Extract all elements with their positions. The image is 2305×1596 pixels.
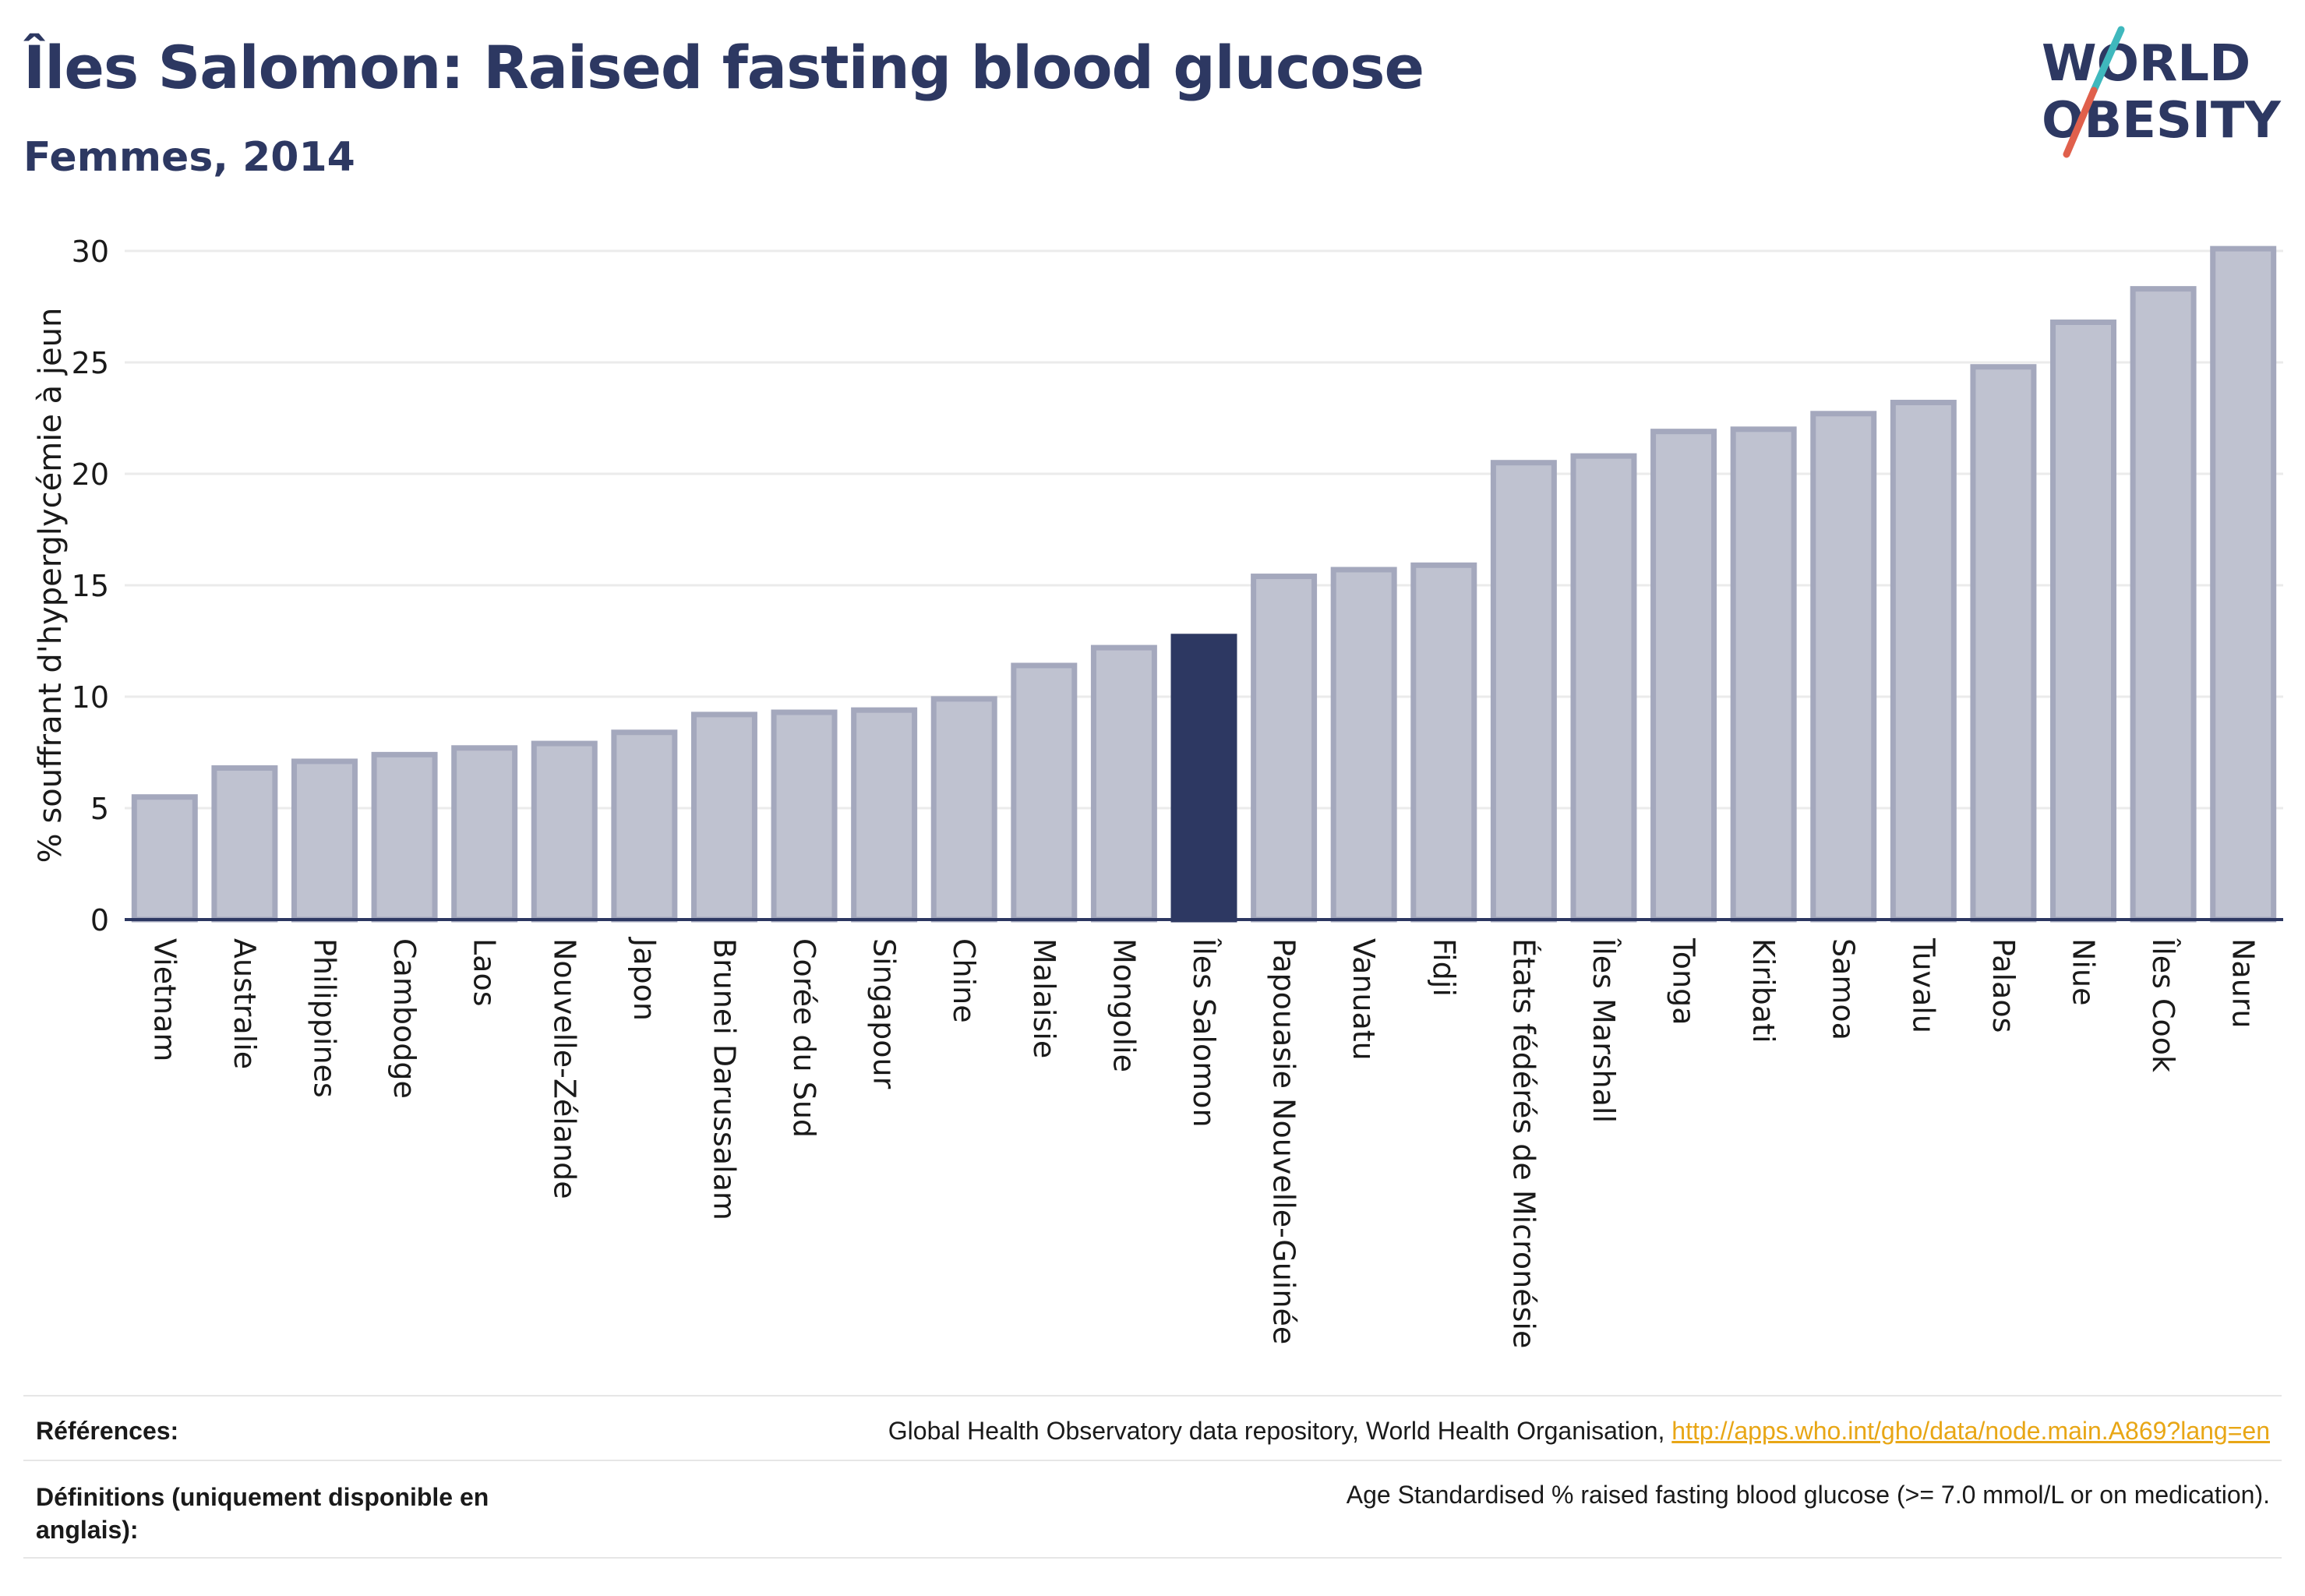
bar xyxy=(611,729,678,923)
x-tick-label: Laos xyxy=(468,938,502,1007)
bar xyxy=(771,709,838,923)
bar xyxy=(1650,429,1717,923)
references-text: Global Health Observatory data repositor… xyxy=(888,1417,2270,1446)
y-tick-label: 0 xyxy=(90,903,109,937)
bar xyxy=(291,758,358,923)
bar xyxy=(1970,364,2037,923)
x-tick-label: Palaos xyxy=(1986,938,2021,1033)
y-tick-label: 25 xyxy=(72,346,109,380)
bar xyxy=(531,740,598,923)
logo-slash-teal xyxy=(2090,26,2125,94)
logo-line-1: WORLD xyxy=(2042,35,2250,93)
x-tick-label: Singapour xyxy=(867,938,902,1089)
bar xyxy=(1090,644,1157,923)
bar-chart: 0 5 10 15 20 25 30 % souffrant d'hyperglycémie … xyxy=(33,235,2283,1348)
x-tick-label: Corée du Sud xyxy=(787,938,821,1138)
x-tick-label: Chine xyxy=(947,938,981,1023)
definitions-text: Age Standardised % raised fasting blood … xyxy=(1346,1481,2270,1509)
logo-slash-red xyxy=(2063,87,2098,158)
footer-divider-bottom xyxy=(23,1557,2282,1559)
bar xyxy=(851,707,918,923)
bar xyxy=(451,745,518,923)
y-tick-label: 10 xyxy=(72,680,109,715)
x-tick-label: Mongolie xyxy=(1107,938,1141,1072)
chart-title: Îles Salomon: Raised fasting blood gluco… xyxy=(23,33,1424,102)
x-tick-label: Kiribati xyxy=(1746,938,1781,1043)
bar xyxy=(1890,399,1957,923)
x-tick-label: Tonga xyxy=(1667,937,1701,1026)
bar xyxy=(1330,567,1397,923)
bar xyxy=(1251,574,1318,923)
x-tick-label: Vanuatu xyxy=(1347,938,1381,1061)
bar xyxy=(2210,245,2277,923)
references-label: Références: xyxy=(36,1417,179,1445)
bar xyxy=(1410,562,1477,923)
bar xyxy=(1730,426,1797,923)
bar xyxy=(211,765,278,923)
x-tick-label: Vietnam xyxy=(147,938,182,1061)
bar xyxy=(930,696,997,923)
y-tick-label: 15 xyxy=(72,569,109,603)
y-axis-label: % souffrant d'hyperglycémie à jeun xyxy=(33,308,69,863)
bar xyxy=(1170,634,1237,923)
y-tick-label: 30 xyxy=(72,235,109,269)
x-tick-label: Fidji xyxy=(1427,938,1461,997)
x-tick-label: Niue xyxy=(2067,938,2101,1005)
x-tick-label: Nouvelle-Zélande xyxy=(547,938,581,1199)
x-tick-label: Nauru xyxy=(2226,938,2261,1029)
y-tick-label: 5 xyxy=(90,792,109,826)
definitions-label: Définitions (uniquement disponible en an… xyxy=(36,1483,489,1544)
bar xyxy=(2050,320,2117,923)
bar xyxy=(1810,411,1877,923)
x-tick-label: États fédérés de Micronésie xyxy=(1506,938,1541,1348)
x-tick-label: Philippines xyxy=(307,938,341,1098)
x-tick-label: Papouasie Nouvelle-Guinée xyxy=(1267,938,1301,1344)
bar xyxy=(1570,453,1637,923)
chart-subtitle: Femmes, 2014 xyxy=(23,134,355,181)
x-tick-label: Malaisie xyxy=(1027,938,1061,1058)
x-tick-label: Australie xyxy=(228,938,262,1069)
bar xyxy=(2130,286,2197,923)
x-tick-label: Japon xyxy=(627,937,662,1021)
bar xyxy=(1490,460,1557,923)
world-obesity-logo: WORLD OBESITY xyxy=(2042,26,2281,158)
bar xyxy=(1011,662,1078,923)
bar xyxy=(371,751,438,923)
references-link[interactable]: http://apps.who.int/gho/data/node.main.A… xyxy=(1671,1417,2270,1445)
x-tick-label: Îles Cook xyxy=(2146,937,2180,1072)
x-tick-label: Cambodge xyxy=(387,938,422,1099)
y-tick-label: 20 xyxy=(72,457,109,492)
x-tick-label: Îles Marshall xyxy=(1587,937,1621,1123)
x-tick-label: Îles Salomon xyxy=(1187,937,1221,1128)
footer-divider-middle xyxy=(23,1460,2282,1461)
footer-divider-top xyxy=(23,1395,2282,1396)
references-source: Global Health Observatory data repositor… xyxy=(888,1417,1672,1445)
x-tick-label: Tuvalu xyxy=(1906,937,1940,1033)
x-tick-label: Samoa xyxy=(1827,938,1861,1040)
bar xyxy=(131,794,198,923)
bar xyxy=(690,711,757,923)
x-tick-label: Brunei Darussalam xyxy=(707,938,741,1220)
